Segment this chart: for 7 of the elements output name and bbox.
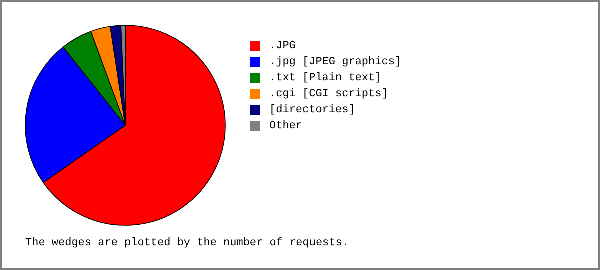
text: The wedges are plotted by the number of requests. [26, 238, 349, 250]
legend-label: .jpg [JPEG graphics] [270, 56, 402, 68]
legend-label: [directories] [270, 104, 356, 116]
legend-label: .txt [Plain text] [270, 72, 382, 84]
legend-label: Other [270, 120, 303, 132]
legend-label: .JPG [270, 40, 296, 52]
legend-label: .cgi [CGI scripts] [270, 88, 388, 100]
